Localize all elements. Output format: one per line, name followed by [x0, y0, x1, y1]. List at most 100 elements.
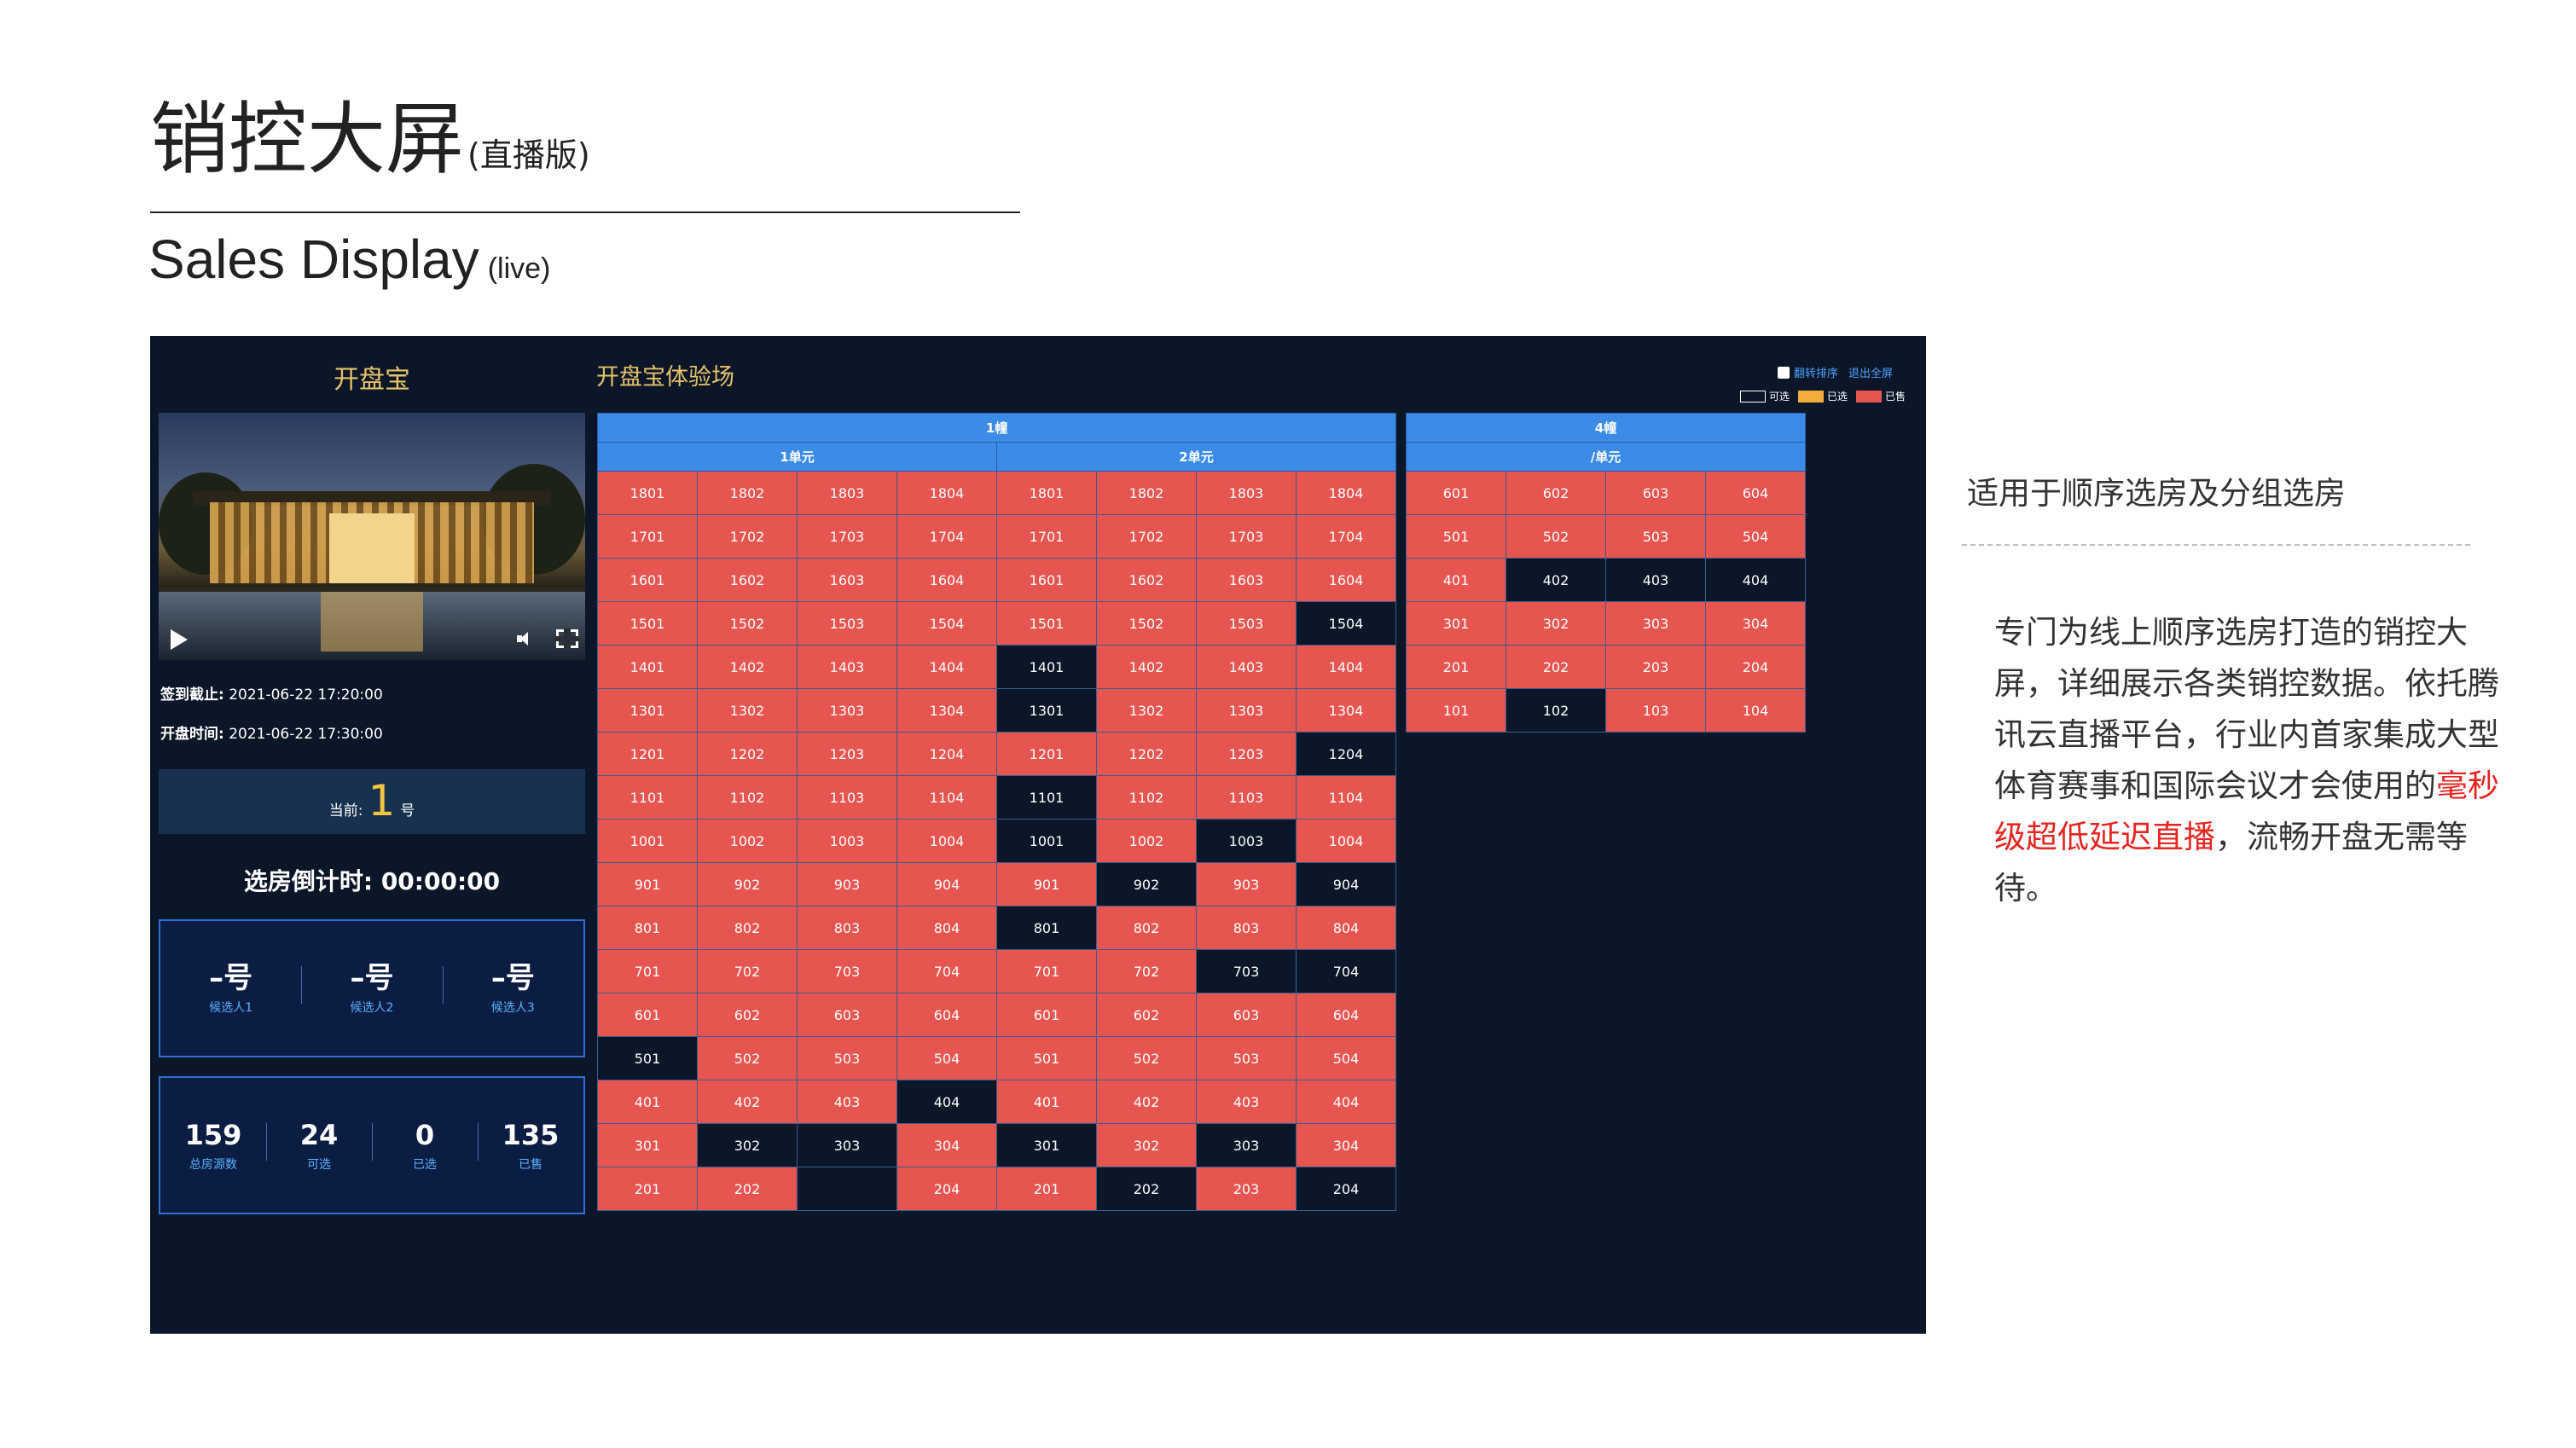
room-cell[interactable]: 303	[1605, 601, 1706, 646]
room-cell[interactable]: 1501	[597, 601, 698, 646]
room-cell[interactable]: 1004	[896, 819, 997, 863]
room-cell[interactable]: 502	[1506, 514, 1606, 559]
room-cell[interactable]: 104	[1705, 688, 1806, 733]
room-cell[interactable]: 404	[1705, 558, 1806, 602]
room-cell[interactable]: 303	[1196, 1123, 1297, 1167]
room-cell[interactable]: 1802	[1096, 471, 1197, 515]
play-icon[interactable]	[171, 629, 188, 650]
room-cell[interactable]: 1101	[996, 775, 1097, 820]
room-cell[interactable]: 604	[1296, 993, 1396, 1037]
room-cell[interactable]: 1101	[597, 775, 698, 820]
room-cell[interactable]: 1801	[597, 471, 698, 515]
room-cell[interactable]: 403	[1605, 558, 1706, 602]
room-cell[interactable]: 702	[1096, 949, 1197, 993]
room-cell[interactable]: 601	[597, 993, 698, 1037]
room-cell[interactable]: 1802	[697, 471, 798, 515]
room-cell[interactable]: 504	[1296, 1036, 1396, 1080]
room-cell[interactable]: 1604	[896, 558, 997, 602]
room-cell[interactable]: 1103	[797, 775, 897, 820]
room-cell[interactable]: 1704	[1296, 514, 1396, 559]
room-cell[interactable]: 1504	[1296, 601, 1396, 646]
room-cell[interactable]: 302	[697, 1123, 798, 1167]
room-cell[interactable]: 1304	[896, 688, 997, 733]
room-cell[interactable]: 1703	[797, 514, 897, 559]
room-cell[interactable]: 1404	[1296, 645, 1396, 689]
room-cell[interactable]: 304	[896, 1123, 997, 1167]
room-cell[interactable]: 1703	[1196, 514, 1297, 559]
room-cell[interactable]: 1002	[697, 819, 798, 863]
room-cell[interactable]: 1201	[597, 732, 698, 776]
room-cell[interactable]: 703	[1196, 949, 1297, 993]
room-cell[interactable]: 1501	[996, 601, 1097, 646]
room-cell[interactable]	[797, 1167, 897, 1211]
room-cell[interactable]: 501	[996, 1036, 1097, 1080]
room-cell[interactable]: 401	[996, 1080, 1097, 1124]
room-cell[interactable]: 301	[1406, 601, 1506, 646]
room-cell[interactable]: 402	[697, 1080, 798, 1124]
room-cell[interactable]: 1504	[896, 601, 997, 646]
room-cell[interactable]: 301	[597, 1123, 698, 1167]
room-cell[interactable]: 503	[1605, 514, 1706, 559]
room-cell[interactable]: 801	[996, 906, 1097, 950]
room-cell[interactable]: 504	[896, 1036, 997, 1080]
room-cell[interactable]: 1401	[597, 645, 698, 689]
room-cell[interactable]: 501	[597, 1036, 698, 1080]
room-cell[interactable]: 902	[1096, 862, 1197, 906]
room-cell[interactable]: 1402	[697, 645, 798, 689]
room-cell[interactable]: 802	[697, 906, 798, 950]
room-cell[interactable]: 202	[697, 1167, 798, 1211]
room-cell[interactable]: 302	[1506, 601, 1606, 646]
room-cell[interactable]: 1202	[697, 732, 798, 776]
room-cell[interactable]: 401	[597, 1080, 698, 1124]
room-cell[interactable]: 1601	[996, 558, 1097, 602]
room-cell[interactable]: 204	[896, 1167, 997, 1211]
room-cell[interactable]: 1804	[1296, 471, 1396, 515]
room-cell[interactable]: 802	[1096, 906, 1197, 950]
exit-fullscreen-link[interactable]: 退出全屏	[1848, 368, 1894, 380]
room-cell[interactable]: 1102	[1096, 775, 1197, 820]
room-cell[interactable]: 1503	[1196, 601, 1297, 646]
room-cell[interactable]: 604	[896, 993, 997, 1037]
room-cell[interactable]: 1601	[597, 558, 698, 602]
room-cell[interactable]: 1602	[697, 558, 798, 602]
room-cell[interactable]: 1202	[1096, 732, 1197, 776]
room-cell[interactable]: 204	[1296, 1167, 1396, 1211]
room-cell[interactable]: 601	[996, 993, 1097, 1037]
room-cell[interactable]: 1103	[1196, 775, 1297, 820]
room-cell[interactable]: 1804	[896, 471, 997, 515]
room-cell[interactable]: 1701	[597, 514, 698, 559]
room-cell[interactable]: 503	[1196, 1036, 1297, 1080]
fullscreen-icon[interactable]	[555, 628, 579, 649]
room-cell[interactable]: 803	[797, 906, 897, 950]
room-cell[interactable]: 204	[1705, 645, 1806, 689]
room-cell[interactable]: 904	[1296, 862, 1396, 906]
room-cell[interactable]: 702	[697, 949, 798, 993]
room-cell[interactable]: 1803	[797, 471, 897, 515]
room-cell[interactable]: 1404	[896, 645, 997, 689]
room-cell[interactable]: 103	[1605, 688, 1706, 733]
room-cell[interactable]: 1302	[1096, 688, 1197, 733]
room-cell[interactable]: 404	[1296, 1080, 1396, 1124]
room-cell[interactable]: 501	[1406, 514, 1506, 559]
room-cell[interactable]: 1602	[1096, 558, 1197, 602]
room-cell[interactable]: 1002	[1096, 819, 1197, 863]
live-video-player[interactable]	[159, 413, 585, 660]
room-cell[interactable]: 404	[896, 1080, 997, 1124]
room-cell[interactable]: 504	[1705, 514, 1806, 559]
room-cell[interactable]: 201	[996, 1167, 1097, 1211]
room-cell[interactable]: 1204	[1296, 732, 1396, 776]
room-cell[interactable]: 201	[597, 1167, 698, 1211]
room-cell[interactable]: 1304	[1296, 688, 1396, 733]
volume-icon[interactable]	[517, 631, 529, 646]
room-cell[interactable]: 1702	[1096, 514, 1197, 559]
room-cell[interactable]: 1001	[996, 819, 1097, 863]
room-cell[interactable]: 903	[1196, 862, 1297, 906]
room-cell[interactable]: 203	[1196, 1167, 1297, 1211]
room-cell[interactable]: 402	[1506, 558, 1606, 602]
room-cell[interactable]: 202	[1096, 1167, 1197, 1211]
room-cell[interactable]: 703	[797, 949, 897, 993]
room-cell[interactable]: 1003	[797, 819, 897, 863]
room-cell[interactable]: 1104	[1296, 775, 1396, 820]
room-cell[interactable]: 1702	[697, 514, 798, 559]
room-cell[interactable]: 1203	[1196, 732, 1297, 776]
